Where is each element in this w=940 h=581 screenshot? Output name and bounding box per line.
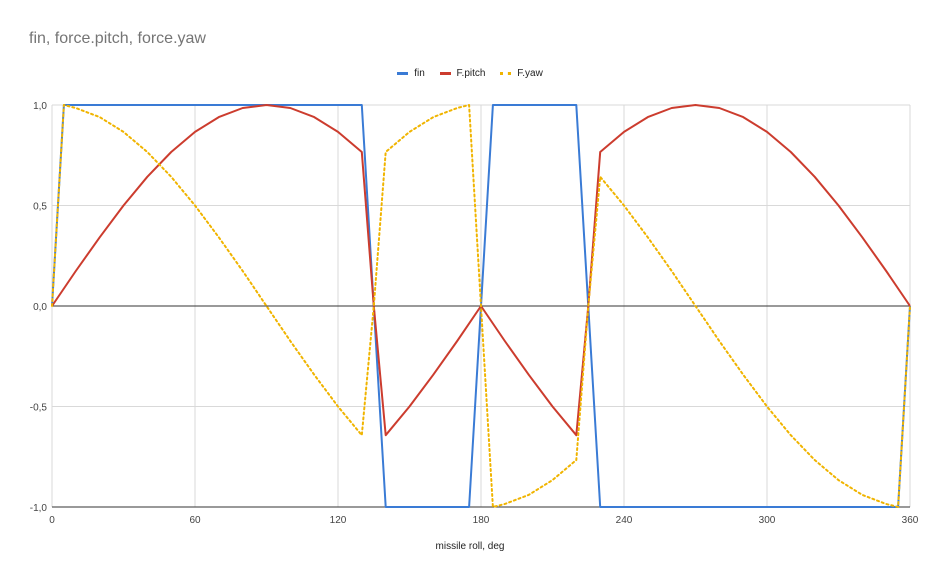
x-tick-label: 180 [473, 515, 490, 526]
legend-item-yaw: F.yaw [500, 68, 543, 79]
x-tick-label: 120 [330, 515, 347, 526]
x-tick-label: 240 [616, 515, 633, 526]
legend-item-pitch: F.pitch [439, 68, 486, 79]
y-tick-label: 1,0 [33, 101, 47, 112]
y-tick-label: -0,5 [30, 403, 48, 414]
y-tick-label: 0,5 [33, 202, 47, 213]
chart-title: fin, force.pitch, force.yaw [29, 30, 206, 47]
series-yaw-line [51, 104, 911, 508]
x-tick-label: 300 [759, 515, 776, 526]
legend-label-pitch: F.pitch [456, 68, 486, 79]
legend-swatch-yaw [500, 72, 512, 75]
legend-label-fin: fin [414, 68, 425, 79]
legend-swatch-fin [397, 72, 409, 75]
x-tick-label: 360 [902, 515, 919, 526]
legend-swatch-pitch [439, 72, 451, 75]
legend-item-fin: fin [397, 68, 425, 79]
x-tick-label: 0 [49, 515, 55, 526]
legend: fin F.pitch F.yaw [0, 67, 940, 79]
legend-label-yaw: F.yaw [517, 68, 543, 79]
y-tick-label: -1,0 [30, 503, 48, 514]
x-axis-label: missile roll, deg [435, 541, 505, 552]
x-tick-label: 60 [189, 515, 201, 526]
y-tick-label: 0,0 [33, 302, 47, 313]
